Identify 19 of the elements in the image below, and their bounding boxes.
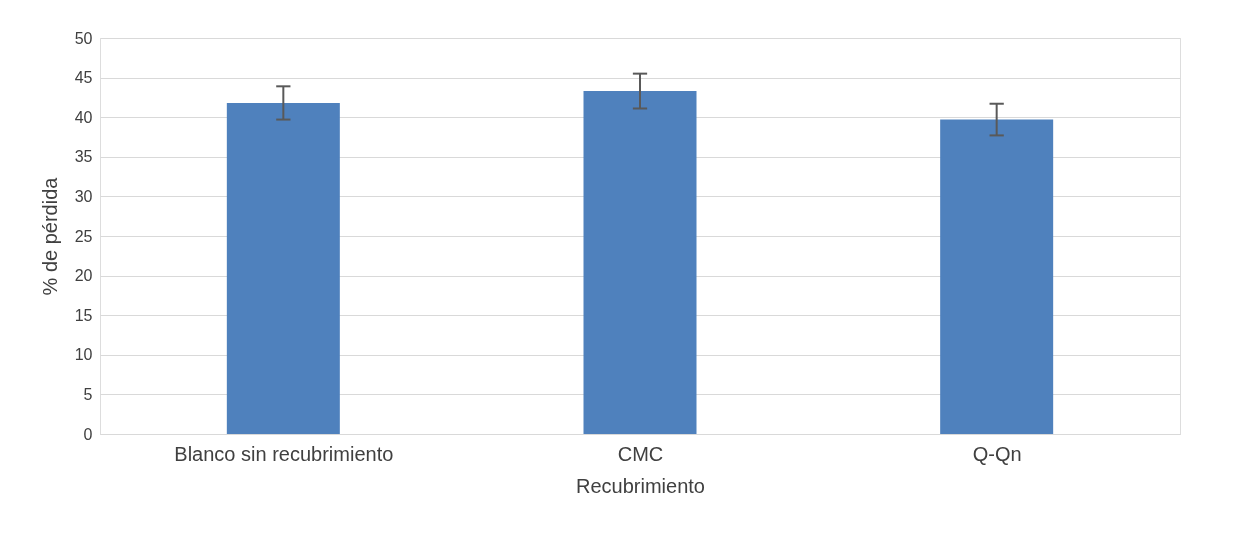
y-tick-label: 15 [74, 306, 93, 324]
x-tick-label: Blanco sin recubrimiento [174, 442, 394, 465]
y-tick-label: 50 [74, 29, 93, 47]
y-tick-label: 5 [83, 385, 93, 403]
y-tick-label: 0 [83, 425, 93, 443]
y-axis-title: % de pérdida [38, 176, 61, 296]
x-tick-label: CMC [617, 442, 664, 465]
y-tick-label: 35 [74, 148, 93, 166]
bar [940, 119, 1054, 434]
y-tick-label: 25 [74, 227, 93, 245]
y-tick-label: 20 [74, 267, 93, 285]
x-axis-title: Recubrimiento [576, 474, 705, 497]
y-tick-label: 30 [74, 187, 93, 205]
bar [226, 102, 340, 434]
y-tick-label: 40 [74, 108, 93, 126]
y-tick-label: 10 [74, 346, 93, 364]
bar [583, 91, 697, 434]
x-tick-label: Q-Qn [972, 442, 1022, 465]
y-tick-label: 45 [74, 69, 93, 87]
